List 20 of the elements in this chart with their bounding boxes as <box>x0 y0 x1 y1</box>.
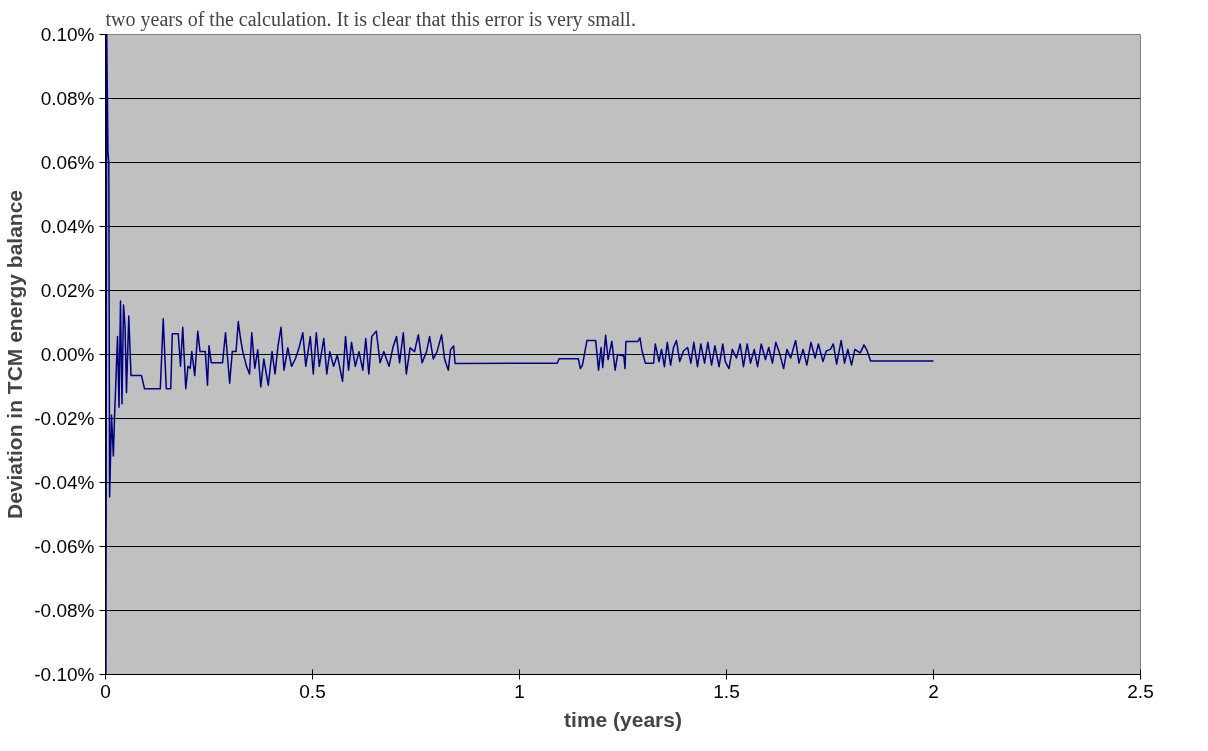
y-tick-label: 0.04% <box>40 216 95 237</box>
x-tick-label: 1 <box>514 680 525 702</box>
y-tick-label: -0.08% <box>34 600 95 621</box>
x-tick-label: 2 <box>928 680 939 702</box>
y-tick-label: 0.06% <box>40 152 95 173</box>
y-tick-label: 0.08% <box>40 88 95 109</box>
x-tick-label: 2.5 <box>1127 680 1154 702</box>
y-tick-label: -0.02% <box>34 408 95 429</box>
y-tick-label: 0.02% <box>40 280 95 301</box>
y-tick-label: -0.06% <box>34 536 95 557</box>
x-tick-label: 0.5 <box>299 680 326 702</box>
y-axis-title: Deviation in TCM energy balance <box>3 189 27 520</box>
x-axis-title: time (years) <box>564 707 682 731</box>
text: two years of the calculation. It is clear that this error is very small. <box>105 7 636 31</box>
y-tick-label: -0.10% <box>34 664 95 685</box>
x-tick-label: 1.5 <box>713 680 740 702</box>
y-tick-label: -0.04% <box>34 472 95 493</box>
x-tick-label: 0 <box>100 680 111 702</box>
y-tick-label: 0.00% <box>40 344 95 365</box>
y-tick-label: 0.10% <box>40 24 95 45</box>
